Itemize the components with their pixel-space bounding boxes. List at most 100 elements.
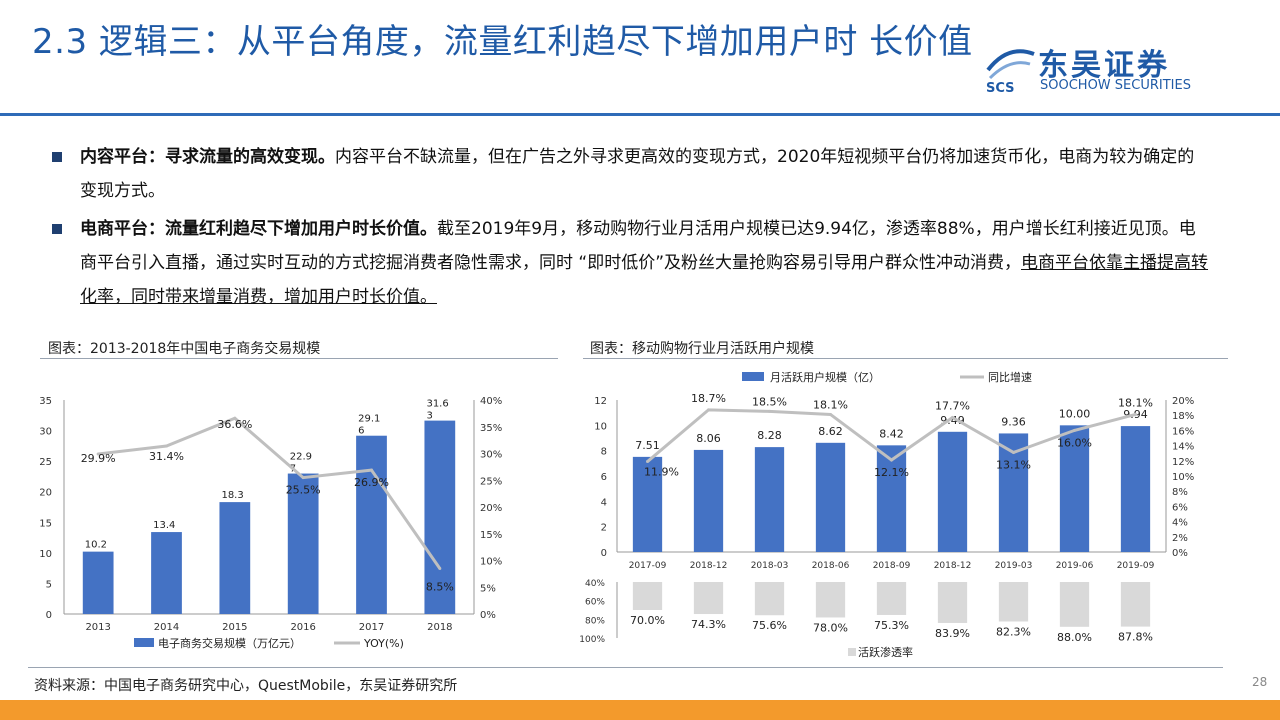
bar-value-label: 3	[426, 411, 432, 422]
line-value-label: 36.6%	[217, 418, 252, 431]
bar	[287, 473, 319, 614]
header-divider	[0, 113, 1280, 116]
logo-mark-text: SCS	[986, 81, 1015, 96]
line-point	[96, 452, 100, 456]
bullet-list: 内容平台：寻求流量的高效变现。内容平台不缺流量，但在广告之外寻求更高效的变现方式…	[50, 140, 1210, 318]
penetration-value-label: 75.3%	[874, 619, 909, 632]
ecommerce-scale-chart: 0 5 10 15 20 25 30 35 0% 5% 10% 15% 20% 25% 30% 35% 40% 1…	[39, 396, 502, 650]
bar	[876, 445, 907, 552]
penetration-value-label: 82.3%	[996, 625, 1031, 638]
y2-tick-label: 15%	[480, 530, 502, 541]
legend-label-penetration: 活跃渗透率	[858, 645, 913, 659]
x-tick-label: 2018-12	[690, 561, 728, 571]
line-point	[829, 412, 832, 416]
bar	[815, 442, 846, 552]
line-value-label: 8.5%	[426, 581, 454, 594]
mobile-shopping-mau-chart: 0 2 4 6 8 10 12 0% 2% 4% 6% 8% 10% 12% 14% 16% 18% 20% 7.5…	[580, 370, 1194, 659]
line-value-label: 16.0%	[1057, 436, 1092, 449]
y-tick-label: 0	[601, 548, 607, 559]
line-value-label: 25.5%	[286, 484, 321, 497]
x-tick-label: 2017-09	[629, 561, 667, 571]
line-point	[1073, 428, 1076, 432]
bar-value-label: 6	[358, 426, 364, 437]
penetration-value-label: 78.0%	[813, 621, 848, 634]
penetration-bar	[693, 582, 724, 615]
y-tick-label: 15	[39, 518, 52, 529]
y-tick-label: 12	[594, 396, 607, 407]
penetration-y-tick-label: 40%	[585, 579, 605, 589]
bullet-heading: 电商平台：流量红利趋尽下增加用户时长价值。	[80, 219, 437, 239]
y2-tick-label: 20%	[1172, 396, 1194, 407]
y2-tick-label: 35%	[480, 423, 502, 434]
penetration-value-label: 75.6%	[752, 619, 787, 632]
bar	[632, 456, 663, 552]
y2-tick-label: 20%	[480, 503, 502, 514]
y2-tick-label: 8%	[1172, 487, 1188, 498]
bar	[424, 420, 456, 614]
left-figure-divider	[40, 358, 558, 359]
y2-tick-label: 10%	[1172, 472, 1194, 483]
logo-name-cn: 东吴证券	[1038, 48, 1170, 83]
bar	[82, 551, 114, 614]
y-tick-label: 5	[46, 579, 52, 590]
legend-label-line: YOY(%)	[363, 637, 404, 650]
y2-tick-label: 6%	[1172, 502, 1188, 513]
penetration-bar	[998, 582, 1029, 622]
line-point	[951, 415, 954, 419]
bar	[356, 435, 387, 614]
bar-value-label: 9.36	[1001, 415, 1026, 428]
x-tick-label: 2014	[154, 622, 179, 633]
legend-swatch-bar	[134, 638, 154, 647]
bar	[219, 502, 251, 614]
y-tick-label: 30	[39, 427, 52, 438]
legend-label-line: 同比增速	[988, 370, 1032, 384]
bar-value-label: 8.62	[818, 425, 843, 438]
bullet-text: 截至2019年9月，移动购物行业月活用户规模已达9.94亿，渗透率88%，用户增…	[80, 219, 1196, 273]
bar	[151, 532, 182, 614]
bar	[937, 431, 968, 552]
x-tick-label: 2018	[427, 622, 452, 633]
line-point	[233, 416, 237, 420]
bullet-square-icon	[52, 224, 62, 234]
y-tick-label: 25	[39, 457, 52, 468]
line-point	[707, 408, 710, 412]
y2-tick-label: 16%	[1172, 426, 1194, 437]
line-value-label: 17.7%	[935, 399, 970, 412]
x-tick-label: 2017	[359, 622, 384, 633]
line-point	[1012, 450, 1015, 454]
bottom-bar	[0, 700, 1280, 720]
logo: SCS 东吴证券 SOOCHOW SECURITIES	[980, 40, 1220, 96]
y2-tick-label: 10%	[480, 557, 502, 568]
bullet-heading: 内容平台：寻求流量的高效变现。	[80, 147, 335, 167]
y2-tick-label: 4%	[1172, 518, 1188, 529]
bar	[754, 447, 785, 552]
bar	[693, 449, 724, 552]
y-tick-label: 20	[39, 488, 52, 499]
line-point	[768, 409, 771, 413]
right-figure-divider	[583, 358, 1228, 359]
legend-label-bar: 月活跃用户规模（亿）	[770, 370, 880, 384]
y-tick-label: 35	[39, 396, 52, 407]
penetration-bar	[632, 582, 663, 610]
bullet-text: 内容平台不缺流量，但在广告之外寻求更高效的变现方式，2020年短视频平台仍将加速…	[80, 147, 1195, 201]
x-tick-label: 2013	[85, 622, 110, 633]
penetration-y-tick-label: 80%	[585, 616, 605, 626]
page-number: 28	[1252, 675, 1268, 689]
bar	[1120, 426, 1151, 552]
y2-tick-label: 14%	[1172, 442, 1194, 453]
line-value-label: 29.9%	[81, 452, 116, 465]
line-point	[646, 460, 649, 464]
line-value-label: 13.1%	[996, 458, 1031, 471]
penetration-value-label: 83.9%	[935, 627, 970, 640]
page-title: 2.3 逻辑三：从平台角度，流量红利趋尽下增加用户时 长价值	[32, 22, 973, 62]
penetration-bar	[815, 582, 846, 618]
x-tick-label: 2018-06	[812, 561, 850, 571]
y2-tick-label: 30%	[480, 450, 502, 461]
bullet-item: 电商平台：流量红利趋尽下增加用户时长价值。截至2019年9月，移动购物行业月活用…	[50, 212, 1210, 314]
line-value-label: 18.1%	[813, 398, 848, 411]
y2-tick-label: 5%	[480, 583, 496, 594]
line-point	[438, 567, 442, 571]
series-line-yoy	[97, 416, 442, 570]
line-value-label: 12.1%	[874, 466, 909, 479]
penetration-y-tick-label: 60%	[585, 598, 605, 608]
